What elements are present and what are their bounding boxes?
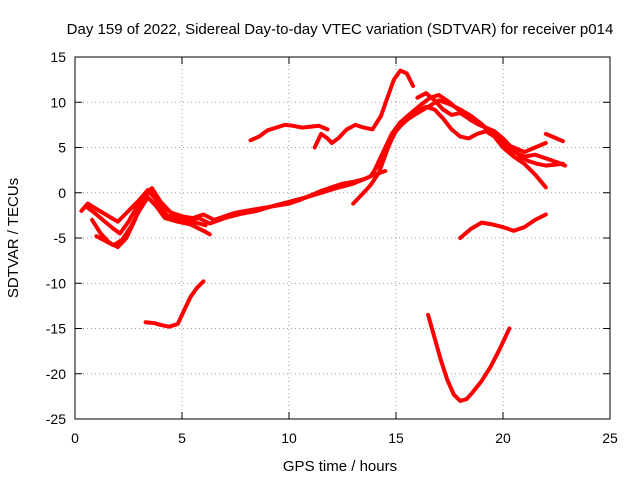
series-track-12 — [143, 279, 206, 329]
series-track-6 — [312, 68, 416, 150]
series-track-9 — [415, 91, 565, 168]
chart-title: Day 159 of 2022, Sidereal Day-to-day VTE… — [67, 21, 614, 38]
y-tick-label: 15 — [50, 49, 66, 65]
grid-layer — [75, 57, 610, 419]
x-axis-label: GPS time / hours — [283, 458, 397, 475]
y-tick-label: -15 — [46, 321, 66, 337]
series-layer — [79, 68, 568, 403]
y-tick-label: -25 — [46, 411, 66, 427]
y-tick-label: 0 — [58, 185, 66, 201]
y-tick-label: -10 — [46, 275, 66, 291]
y-tick-label: 5 — [58, 140, 66, 156]
y-tick-label: 10 — [50, 94, 66, 110]
x-tick-label: 15 — [388, 430, 404, 446]
y-axis-label: SDTVAR / TECUs — [5, 178, 22, 298]
x-tick-label: 0 — [71, 430, 79, 446]
x-tick-label: 20 — [495, 430, 511, 446]
series-track-11 — [458, 212, 548, 240]
series-track-10 — [543, 131, 565, 144]
y-tick-label: -20 — [46, 366, 66, 382]
x-tick-label: 25 — [602, 430, 618, 446]
x-tick-label: 5 — [178, 430, 186, 446]
series-track-5 — [248, 122, 330, 143]
series-track-13 — [426, 312, 512, 403]
x-tick-label: 10 — [281, 430, 297, 446]
y-tick-label: -5 — [54, 230, 67, 246]
series-track-4 — [94, 195, 212, 248]
tick-layer: 0 5 10 15 20 25 -25 -20 -15 -10 -5 0 5 10 15 — [46, 49, 618, 446]
series-track-1 — [79, 169, 388, 224]
series-track-8 — [372, 104, 548, 190]
